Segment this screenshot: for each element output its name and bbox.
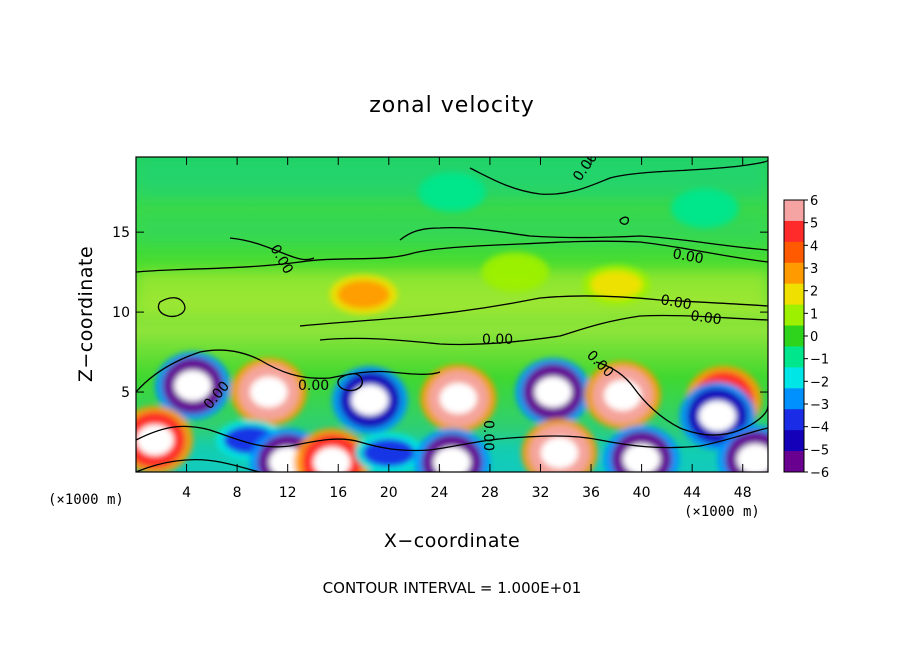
field-cell	[426, 178, 478, 207]
x-unit-right: (×1000 m)	[684, 504, 760, 520]
plot-area: 0.000.000.000.000.000.000.000.000.000.00	[136, 157, 768, 472]
x-tick-label: 44	[683, 485, 701, 501]
field-cell-core	[698, 400, 737, 432]
x-axis-label: X−coordinate	[384, 530, 520, 552]
colorbar-swatch	[784, 346, 804, 368]
colorbar-tick-label: 5	[810, 217, 818, 232]
contour-label: 0.00	[482, 332, 513, 348]
field-cell-core	[623, 443, 661, 472]
contour-line	[136, 425, 768, 452]
x-tick-label: 24	[430, 485, 448, 501]
field-features	[136, 172, 768, 472]
colorbar: 6 5 4 3 2 1 0 −1 −2 −3 −4 −5 −6	[784, 194, 829, 481]
contour-line	[157, 297, 186, 318]
field-cell-core	[250, 376, 288, 408]
band-mid	[136, 215, 768, 245]
field-cell-core	[433, 447, 471, 472]
colorbar-swatch	[784, 367, 804, 389]
colorbar-tick-label: −3	[810, 398, 829, 413]
colorbar-swatch	[784, 241, 804, 264]
contour-line	[136, 240, 768, 273]
y-axis-ticks: 5 10 15	[112, 225, 768, 401]
contour-line	[136, 458, 261, 472]
y-tick-label: 10	[112, 305, 130, 321]
colorbar-tick-label: 1	[810, 307, 818, 322]
colorbar-tick-label: −2	[810, 375, 829, 390]
x-tick-label: 36	[582, 485, 600, 501]
colorbar-tick-label: 0	[810, 330, 818, 345]
colorbar-swatch	[784, 283, 804, 306]
colorbar-swatch	[784, 451, 804, 473]
field-cell-core	[439, 383, 477, 414]
contour-label: 0.00	[659, 292, 692, 313]
field-cell-core	[736, 443, 768, 472]
y-tick-label: 5	[121, 385, 130, 401]
colorbar-tick-label: 3	[810, 262, 818, 277]
contour-lines	[136, 159, 768, 472]
colorbar-tick-label: −5	[810, 443, 829, 458]
x-tick-label: 32	[532, 485, 550, 501]
x-tick-label: 8	[233, 485, 242, 501]
colorbar-swatch	[784, 304, 804, 327]
field-cell	[678, 194, 731, 223]
colorbar-tick-label: 6	[810, 194, 818, 209]
contour-interval-note: CONTOUR INTERVAL = 1.000E+01	[323, 579, 582, 597]
colorbar-swatch	[784, 200, 804, 222]
colorbar-tick-label: 4	[810, 239, 818, 254]
contour-line	[469, 159, 768, 195]
contour-line	[299, 295, 768, 327]
contour-line	[399, 226, 768, 251]
x-tick-label: 16	[329, 485, 347, 501]
field-cell	[337, 280, 390, 309]
colorbar-tick-label: −6	[810, 466, 829, 481]
x-axis-ticks: 4 8 12 16 20 24 28 32 36 40 44 48	[182, 157, 752, 501]
field-cell	[489, 258, 542, 287]
field-cell	[362, 438, 415, 467]
colorbar-swatch	[784, 388, 804, 410]
x-tick-label: 48	[734, 485, 752, 501]
contour-line	[595, 361, 768, 436]
x-tick-label: 28	[481, 485, 499, 501]
contour-label: 0.00	[298, 378, 329, 394]
contour-label: 0.00	[689, 308, 722, 328]
x-tick-label: 4	[182, 485, 191, 501]
contour-line	[337, 373, 363, 392]
x-tick-label: 20	[380, 485, 398, 501]
contour-line	[619, 216, 630, 225]
contour-label: 0.00	[671, 246, 704, 267]
colorbar-tick-label: 2	[810, 285, 818, 300]
x-unit-left: (×1000 m)	[48, 492, 124, 508]
field-cell-core	[313, 447, 351, 472]
colorbar-swatch	[784, 262, 804, 285]
x-tick-label: 40	[633, 485, 651, 501]
band-yellow	[136, 270, 768, 315]
y-axis-label: Z−coordinate	[75, 246, 97, 382]
field-cell-core	[351, 384, 389, 416]
colorbar-frame	[783, 199, 805, 473]
colorbar-tick-label: −1	[810, 353, 829, 368]
contour-line	[136, 349, 441, 393]
y-tick-label: 15	[112, 225, 130, 241]
field-cell-core	[534, 376, 572, 408]
colorbar-swatch	[784, 409, 804, 431]
field-cell	[590, 270, 643, 299]
field-cell-core	[604, 379, 642, 411]
x-tick-label: 12	[279, 485, 297, 501]
chart-title: zonal velocity	[369, 93, 535, 118]
plot-frame	[135, 156, 769, 473]
colorbar-swatch	[784, 325, 804, 347]
contour-label: 0.00	[480, 420, 496, 451]
field-cell-core	[174, 370, 212, 402]
colorbar-swatch	[784, 220, 804, 243]
contour-line	[319, 314, 768, 346]
field-cell-core	[136, 424, 174, 456]
colorbar-tick-label: −4	[810, 421, 829, 436]
colorbar-swatch	[784, 430, 804, 452]
contour-labels: 0.000.000.000.000.000.000.000.000.000.00	[201, 157, 723, 451]
field-cell-core	[540, 437, 579, 469]
contour-line	[229, 237, 315, 261]
